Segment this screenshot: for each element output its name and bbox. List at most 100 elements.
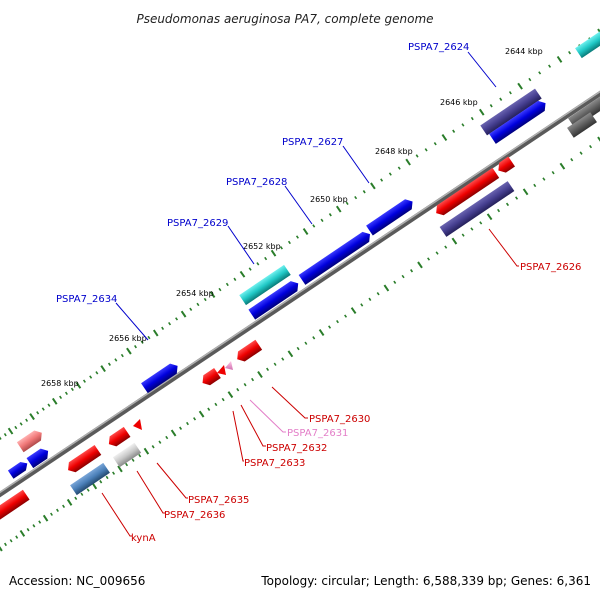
- gene-feature-blue[interactable]: [298, 229, 374, 285]
- gene-label[interactable]: PSPA7_2635: [188, 495, 249, 506]
- tick-mark: [470, 227, 474, 231]
- tick-mark: [26, 527, 30, 532]
- tick-mark: [14, 425, 18, 430]
- tick-mark: [19, 529, 26, 537]
- tick-mark: [9, 539, 13, 543]
- tick-mark: [165, 435, 169, 440]
- tick-mark: [89, 375, 93, 379]
- gene-label[interactable]: PSPA7_2636: [164, 510, 225, 521]
- tick-mark: [66, 498, 73, 506]
- gene-label[interactable]: PSPA7_2633: [244, 458, 305, 469]
- gene-feature-blue[interactable]: [7, 459, 30, 479]
- gene-label[interactable]: PSPA7_2630: [309, 414, 370, 425]
- tick-mark: [568, 50, 572, 55]
- gene-label[interactable]: PSPA7_2629: [167, 218, 228, 229]
- gene-feature-red[interactable]: [133, 419, 142, 430]
- tick-mark: [131, 458, 135, 462]
- genome-backbone: [0, 90, 600, 498]
- map-title: Pseudomonas aeruginosa PA7, complete gen…: [136, 12, 433, 26]
- gene-feature-blue[interactable]: [366, 196, 416, 236]
- gene-feature-red[interactable]: [65, 444, 102, 475]
- tick-mark: [478, 108, 485, 116]
- tick-mark: [489, 104, 493, 108]
- tick-mark: [320, 218, 324, 223]
- gene-feature-dark[interactable]: [568, 95, 600, 129]
- tick-mark: [168, 321, 172, 326]
- tick-mark: [538, 71, 542, 75]
- tick-mark: [515, 196, 519, 200]
- tick-mark: [376, 292, 380, 296]
- gene-feature-red[interactable]: [199, 367, 221, 388]
- tick-mark: [497, 208, 501, 213]
- tick-mark: [50, 512, 53, 516]
- gene-feature-pink-light[interactable]: [225, 361, 233, 370]
- gene-feature-steel[interactable]: [70, 462, 110, 496]
- gene-label[interactable]: PSPA7_2626: [520, 262, 581, 273]
- gene-feature-red[interactable]: [0, 489, 30, 525]
- tick-mark: [161, 326, 165, 331]
- tick-mark: [193, 417, 197, 421]
- tick-mark: [114, 358, 118, 362]
- tick-mark: [147, 335, 151, 340]
- tick-mark: [170, 429, 177, 437]
- tick-mark: [134, 344, 137, 349]
- tick-mark: [0, 546, 3, 552]
- tick-mark: [405, 158, 411, 166]
- gene-label[interactable]: PSPA7_2631: [287, 428, 348, 439]
- label-leaders: [101, 51, 519, 537]
- tick-mark: [296, 346, 300, 351]
- tick-mark: [214, 402, 218, 407]
- genome-summary: Topology: circular; Length: 6,588,339 bp…: [260, 574, 591, 588]
- tick-mark: [559, 162, 566, 170]
- gene-feature-slate[interactable]: [439, 181, 515, 237]
- gene-feature-blue[interactable]: [248, 278, 301, 320]
- tick-mark: [42, 514, 49, 522]
- tick-mark: [143, 447, 150, 455]
- gene-feature-cyan[interactable]: [575, 25, 600, 59]
- tick-mark: [120, 353, 124, 358]
- gene-feature-red[interactable]: [106, 426, 131, 449]
- tick-mark: [151, 445, 155, 449]
- gene-label[interactable]: PSPA7_2632: [266, 443, 327, 454]
- tick-mark: [4, 542, 7, 547]
- gene-label[interactable]: PSPA7_2634: [56, 294, 117, 305]
- gene-feature-blue[interactable]: [141, 361, 181, 394]
- gene-feature-gray[interactable]: [112, 442, 142, 468]
- tick-mark: [383, 284, 390, 292]
- tick-label: 2646 kbp: [440, 98, 478, 107]
- tick-mark: [125, 462, 129, 467]
- tick-mark: [189, 307, 193, 311]
- tick-mark: [209, 291, 216, 298]
- tick-mark: [508, 91, 512, 95]
- gene-feature-red[interactable]: [217, 365, 226, 375]
- gene-label[interactable]: PSPA7_2627: [282, 137, 343, 148]
- tick-mark: [328, 213, 332, 217]
- tick-mark: [186, 421, 189, 426]
- gene-label[interactable]: PSPA7_2628: [226, 177, 287, 188]
- gene-label[interactable]: kynA: [131, 533, 156, 544]
- tick-mark: [80, 492, 84, 496]
- gene-feature-blue[interactable]: [26, 446, 52, 469]
- tick-mark: [451, 237, 458, 245]
- gene-feature-pink[interactable]: [16, 428, 45, 453]
- gene-feature-cyan[interactable]: [239, 264, 291, 306]
- tick-mark: [251, 377, 255, 382]
- gene-feature-blue[interactable]: [489, 98, 549, 144]
- gene-feature-red[interactable]: [234, 339, 263, 364]
- tick-mark: [360, 303, 364, 307]
- tick-mark: [126, 347, 132, 355]
- gene-feature-slate[interactable]: [480, 88, 542, 136]
- tick-mark: [388, 172, 392, 176]
- gene-label[interactable]: PSPA7_2624: [408, 42, 469, 53]
- tick-mark: [29, 413, 35, 421]
- gene-feature-dark[interactable]: [567, 112, 597, 138]
- tick-mark: [368, 297, 372, 302]
- tick-mark: [56, 508, 59, 513]
- tick-mark: [256, 262, 260, 266]
- gene-feature-red[interactable]: [495, 156, 515, 176]
- tick-mark: [41, 407, 45, 411]
- tick-mark: [522, 188, 529, 196]
- gene-feature-red[interactable]: [433, 167, 500, 218]
- tick-mark: [410, 269, 414, 273]
- tick-mark: [19, 422, 23, 426]
